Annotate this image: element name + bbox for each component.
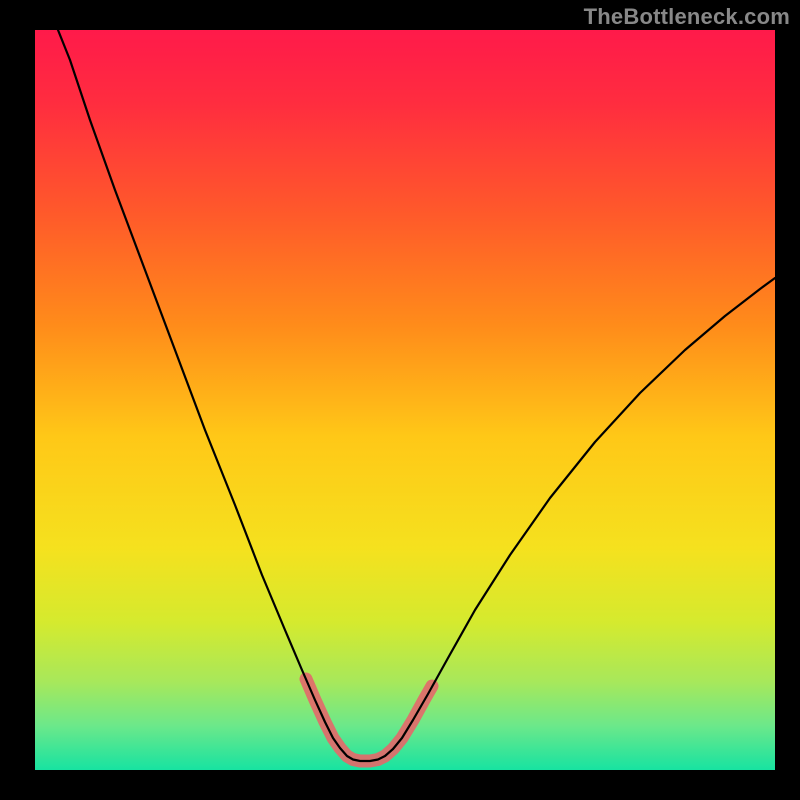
bottleneck-chart: TheBottleneck.com bbox=[0, 0, 800, 800]
chart-plot-area bbox=[35, 30, 775, 770]
chart-svg bbox=[0, 0, 800, 800]
watermark-text: TheBottleneck.com bbox=[584, 4, 790, 30]
